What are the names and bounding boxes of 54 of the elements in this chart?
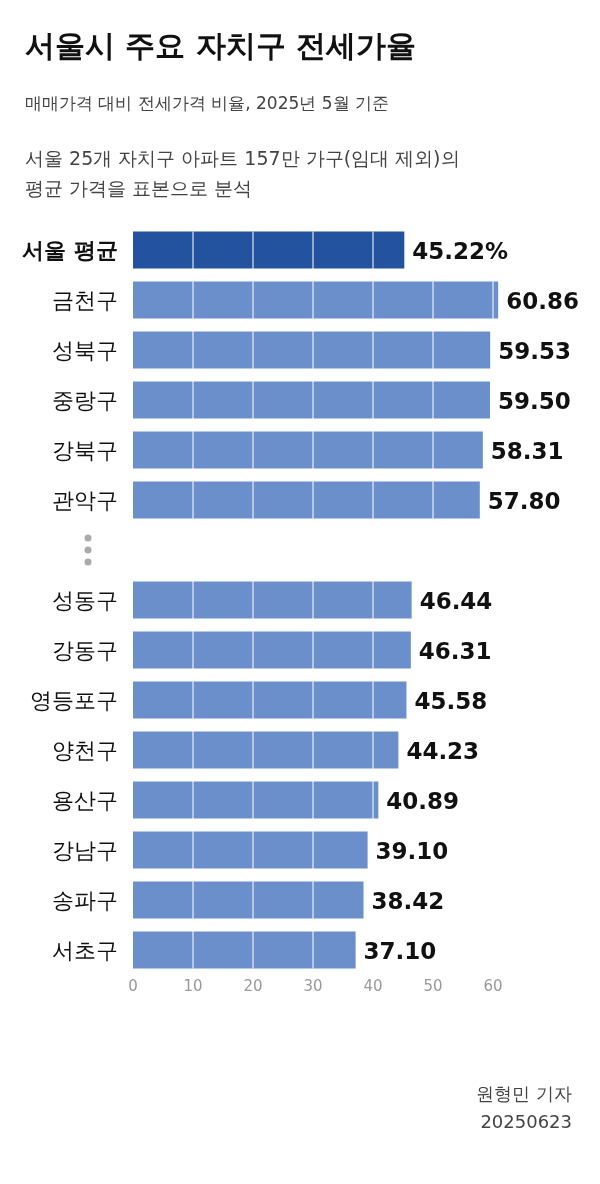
- y-tick-label: 용산구: [52, 788, 118, 813]
- x-tick-label: 10: [183, 976, 203, 995]
- data-label: 45.22%: [412, 238, 509, 264]
- bar: [133, 781, 379, 819]
- bar: [133, 881, 364, 919]
- y-tick-label: 강동구: [52, 638, 118, 663]
- y-tick-label: 서울 평균: [22, 238, 118, 263]
- text: 서울 25개 자치구 아파트 157만 가구(임대 제외)의 평균 가격을 표본으로 분석: [25, 147, 460, 199]
- data-label: 45.58: [414, 688, 488, 714]
- data-label: 37.10: [363, 938, 437, 964]
- x-tick-label: 40: [363, 976, 383, 995]
- bar: [133, 231, 405, 269]
- y-tick-label: 금천구: [52, 288, 118, 313]
- bar: [133, 581, 412, 619]
- y-tick-label: 양천구: [52, 738, 118, 763]
- y-tick-label: 성북구: [52, 338, 118, 363]
- x-tick-label: 60: [483, 976, 503, 995]
- bar: [133, 381, 490, 419]
- bar: [133, 931, 356, 969]
- bar: [133, 431, 483, 469]
- x-tick-label: 20: [243, 976, 263, 995]
- data-label: 58.31: [490, 438, 564, 464]
- y-tick-label: 영등포구: [30, 688, 118, 713]
- bar: [133, 331, 491, 369]
- chart-subtitle: 매매가격 대비 전세가격 비율, 2025년 5월 기준: [25, 93, 389, 113]
- y-tick-label: 성동구: [52, 588, 118, 613]
- x-tick-label: 30: [303, 976, 323, 995]
- data-label: 46.44: [419, 588, 493, 614]
- data-label: 57.80: [487, 488, 561, 514]
- y-tick-label: 관악구: [52, 488, 118, 513]
- data-label: 60.86: [506, 288, 579, 314]
- data-label: 39.10: [375, 838, 449, 864]
- text: 원형민 기자: [476, 1083, 572, 1104]
- bar: [133, 631, 411, 669]
- data-label: 59.53: [498, 338, 571, 364]
- x-tick-label: 0: [128, 976, 138, 995]
- y-tick-label: 서초구: [52, 938, 118, 963]
- data-label: 38.42: [371, 888, 445, 914]
- data-label: 44.23: [406, 738, 480, 764]
- bar: [133, 281, 499, 319]
- data-label: 46.31: [418, 638, 492, 664]
- bar: [133, 831, 368, 869]
- chart-title: 서울시 주요 자치구 전세가율: [25, 28, 417, 63]
- bar: [133, 481, 480, 519]
- y-tick-label: 송파구: [52, 888, 118, 913]
- x-tick-label: 50: [423, 976, 443, 995]
- data-label: 59.50: [498, 388, 571, 414]
- bar: [133, 731, 399, 769]
- y-tick-label: 중랑구: [52, 388, 118, 413]
- data-label: 40.89: [386, 788, 460, 814]
- bar: [133, 681, 407, 719]
- y-tick-label: 강남구: [52, 838, 118, 863]
- y-tick-label: 강북구: [52, 438, 118, 463]
- text: 20250623: [480, 1111, 572, 1132]
